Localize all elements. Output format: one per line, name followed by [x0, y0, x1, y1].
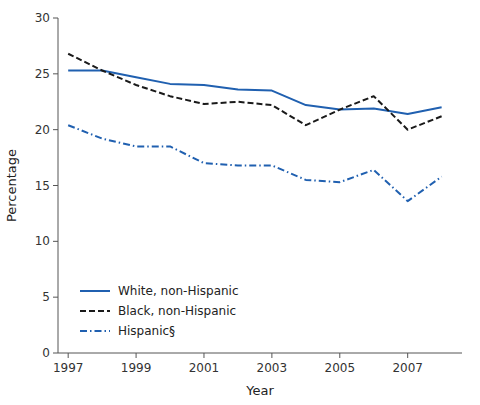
y-tick-label: 10	[35, 234, 50, 248]
y-tick-label: 25	[35, 67, 50, 81]
legend-label: Black, non-Hispanic	[118, 304, 236, 318]
x-axis-line	[58, 353, 462, 354]
x-tick	[339, 353, 340, 358]
x-tick	[407, 353, 408, 358]
y-tick-label: 15	[35, 179, 50, 193]
y-tick	[53, 129, 58, 130]
series-line	[68, 54, 441, 130]
legend: White, non-Hispanic Black, non-Hispanic Hi…	[80, 284, 239, 338]
x-tick	[271, 353, 272, 358]
x-tick	[68, 353, 69, 358]
y-tick	[53, 73, 58, 74]
legend-swatch	[80, 290, 110, 292]
series-line	[68, 125, 441, 201]
legend-swatch	[80, 310, 110, 312]
x-axis-title: Year	[245, 383, 274, 398]
legend-label: Hispanic§	[118, 324, 175, 338]
y-tick-label: 20	[35, 123, 50, 137]
plot-area	[68, 54, 441, 201]
x-tick-label: 2001	[189, 361, 220, 375]
x-tick-label: 2003	[257, 361, 288, 375]
x-tick-label: 1997	[53, 361, 84, 375]
chart: 1997 1999 2001 2003 2005 2007 0 5 10 15 20 25 30 Year…	[0, 0, 480, 405]
y-tick	[53, 353, 58, 354]
x-tick-label: 2007	[392, 361, 423, 375]
x-tick	[203, 353, 204, 358]
x-tick-label: 1999	[121, 361, 152, 375]
legend-swatch	[80, 330, 110, 332]
y-tick	[53, 241, 58, 242]
x-tick-label: 2005	[325, 361, 356, 375]
x-tick	[136, 353, 137, 358]
y-axis-title: Percentage	[4, 149, 19, 222]
y-tick	[53, 185, 58, 186]
y-tick	[53, 297, 58, 298]
y-tick	[53, 18, 58, 19]
y-tick-label: 5	[42, 290, 50, 304]
y-tick-label: 0	[42, 346, 50, 360]
y-tick-label: 30	[35, 11, 50, 25]
legend-label: White, non-Hispanic	[118, 284, 239, 298]
